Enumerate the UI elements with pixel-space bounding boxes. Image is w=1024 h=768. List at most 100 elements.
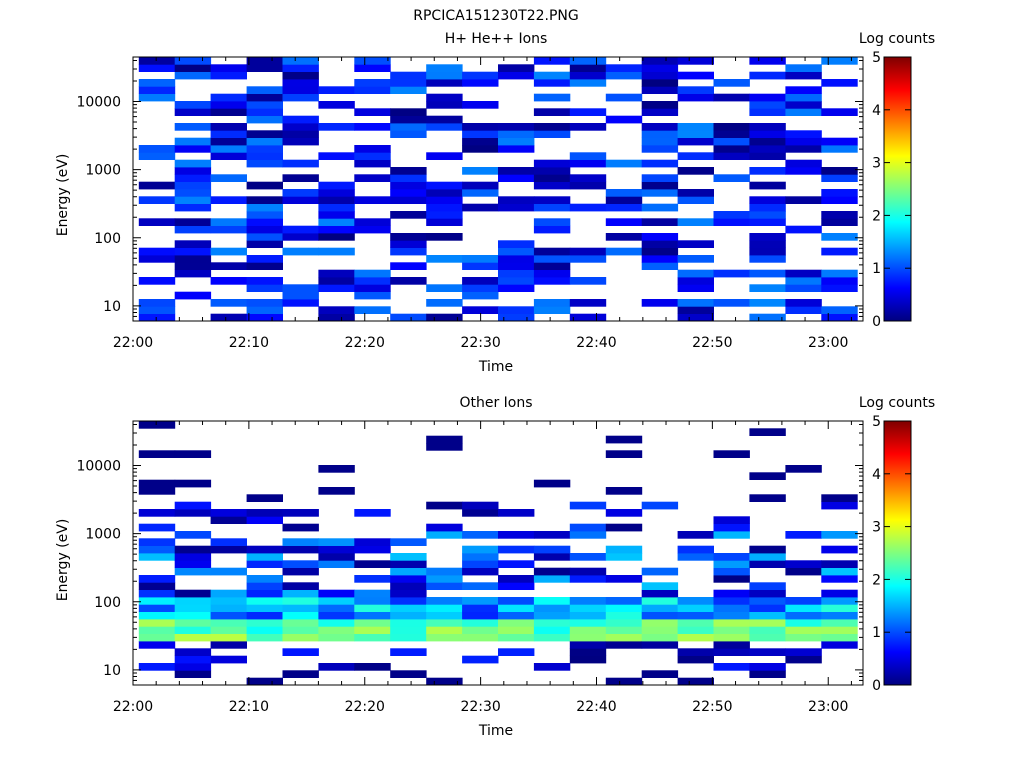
heatmap-cell [174, 597, 212, 605]
heatmap-cell [605, 189, 643, 197]
heatmap-cell [533, 218, 571, 226]
heatmap-cell [605, 611, 643, 620]
heatmap-cell [354, 509, 391, 517]
heatmap-cell [318, 196, 355, 204]
heatmap-cell [641, 64, 679, 72]
heatmap-cell [318, 487, 355, 495]
heatmap-cell [138, 93, 176, 102]
heatmap-cell [677, 655, 714, 664]
heatmap-cell [605, 575, 643, 583]
heatmap-cell [498, 626, 535, 634]
colorbar-label: Log counts [859, 395, 935, 411]
heatmap-cell [713, 589, 750, 598]
heatmap-cell [785, 101, 822, 109]
heatmap-cell [569, 203, 607, 212]
heatmap-cell [210, 130, 247, 138]
heatmap-cell [462, 137, 499, 146]
heatmap-cell [498, 560, 535, 568]
heatmap-cell [749, 611, 786, 620]
heatmap-cell [426, 284, 463, 292]
heatmap-cell [282, 291, 319, 300]
heatmap-cell [821, 79, 858, 87]
heatmap-cell [462, 262, 499, 270]
heatmap-cell [785, 604, 822, 612]
heatmap-cell [498, 284, 535, 292]
heatmap-cell [569, 604, 607, 612]
heatmap-cell [749, 619, 786, 627]
heatmap-cell [390, 538, 427, 546]
heatmap-cell [174, 262, 212, 270]
heatmap-cell [318, 313, 355, 321]
heatmap-cell [677, 597, 714, 605]
heatmap-cell [138, 277, 176, 285]
heatmap-cell [174, 255, 212, 263]
heatmap-cell [569, 641, 607, 649]
heatmap-cell [785, 137, 822, 146]
heatmap-cell [354, 79, 391, 87]
heatmap-cell [569, 553, 607, 561]
heatmap-cell [713, 663, 750, 671]
heatmap-cell [426, 597, 463, 605]
heatmap-cell [749, 196, 786, 204]
heatmap-cell [498, 145, 535, 153]
heatmap-cell [533, 196, 571, 204]
heatmap-cell [354, 589, 391, 598]
heatmap-cell [821, 560, 858, 568]
heatmap-cell [138, 152, 176, 160]
heatmap-cell [785, 531, 822, 539]
heatmap-cell [785, 159, 822, 168]
x-tick-label: 22:20 [345, 699, 385, 715]
heatmap-cell [749, 560, 786, 568]
x-tick-label: 22:30 [460, 335, 500, 351]
heatmap-cell [426, 71, 463, 80]
heatmap-cell [246, 233, 283, 241]
heatmap-cell [785, 93, 822, 102]
heatmap-cell [785, 597, 822, 605]
heatmap-cell [641, 247, 679, 256]
heatmap-cell [498, 509, 535, 517]
heatmap-cell [713, 299, 750, 307]
heatmap-cell [641, 145, 679, 153]
colorbar-label: Log counts [859, 31, 935, 47]
heatmap-cell [498, 71, 535, 80]
heatmap-cell [174, 240, 212, 248]
heatmap-cell [641, 86, 679, 94]
heatmap-cell [138, 582, 176, 590]
heatmap-cell [210, 137, 247, 146]
heatmap-cell [462, 560, 499, 568]
heatmap-cell [641, 567, 679, 576]
heatmap-cell [390, 86, 427, 94]
heatmap-cell [174, 291, 212, 300]
heatmap-cell [174, 181, 212, 190]
heatmap-cell [354, 538, 391, 546]
heatmap-cell [282, 189, 319, 197]
heatmap-cell [318, 589, 355, 598]
heatmap-cell [426, 115, 463, 124]
heatmap-cell [533, 159, 571, 168]
heatmap-cell [390, 597, 427, 605]
heatmap-cell [390, 240, 427, 248]
heatmap-cell [354, 611, 391, 620]
heatmap-cell [749, 123, 786, 131]
heatmap-cell [210, 641, 247, 649]
heatmap-cell [605, 233, 643, 241]
heatmap-cell [354, 64, 391, 72]
heatmap-cell [390, 196, 427, 204]
heatmap-cell [533, 626, 571, 634]
heatmap-cell [605, 677, 643, 685]
heatmap-cell [246, 240, 283, 248]
heatmap-cell [282, 648, 319, 656]
heatmap-cell [749, 101, 786, 109]
heatmap-cell [210, 145, 247, 153]
plot-frame [132, 420, 864, 686]
heatmap-cell [641, 611, 679, 620]
y-tick-label: 10 [103, 663, 121, 679]
colorbar [883, 420, 912, 686]
heatmap-cell [318, 553, 355, 561]
heatmap-cell [318, 225, 355, 234]
heatmap-cell [210, 247, 247, 256]
colorbar-tick-label: 4 [872, 467, 881, 483]
heatmap-cell [605, 626, 643, 634]
heatmap-cell [605, 435, 643, 444]
